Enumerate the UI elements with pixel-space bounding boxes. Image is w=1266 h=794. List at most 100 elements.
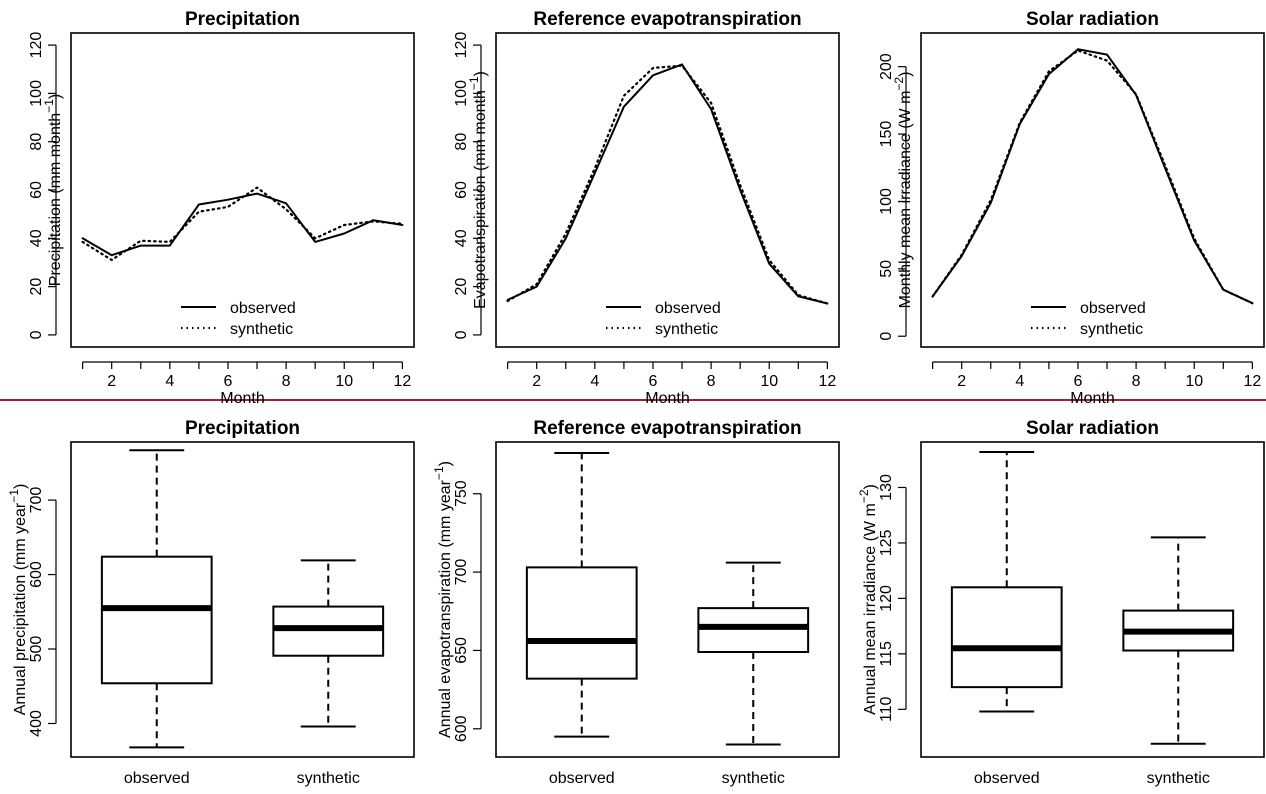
x-tick-label: 4 — [1015, 373, 1024, 390]
x-tick-label: 2 — [107, 373, 116, 390]
y-axis: 0 20 40 60 80 100 120 — [453, 32, 482, 339]
x-tick-label: 2 — [532, 373, 541, 390]
y-axis-label-text: Monthly mean irradiance (W m — [897, 91, 914, 309]
y-tick-label: 40 — [28, 229, 45, 247]
y-axis: 0 50 100 150 200 — [878, 53, 907, 341]
x-tick-label: 6 — [1074, 373, 1083, 390]
x-axis: observed synthetic — [974, 770, 1210, 787]
plot-frame — [920, 32, 1265, 348]
box-synthetic — [697, 561, 810, 746]
chart-title: Reference evapotranspiration — [533, 9, 801, 30]
chart-title: Solar radiation — [1026, 418, 1159, 439]
series-line-observed — [506, 63, 829, 305]
legend-label-observed: observed — [655, 300, 721, 317]
x-tick-label: 8 — [282, 373, 291, 390]
y-tick-label: 200 — [878, 53, 895, 80]
y-axis-label-text: Annual mean irradiance (W m — [862, 503, 879, 715]
series-line-synthetic — [931, 49, 1254, 305]
x-tick-label: 2 — [957, 373, 966, 390]
y-axis-label-text: Annual precipitation (mm year — [12, 502, 29, 715]
series-line-synthetic — [506, 64, 829, 305]
x-tick-label: 12 — [818, 373, 836, 390]
x-tick-label: 12 — [393, 373, 411, 390]
y-axis-label-text: Evapotranspiration (mm month — [472, 90, 489, 309]
x-tick-label: synthetic — [722, 770, 785, 787]
chart-panel-1: Precipitation 0 20 40 60 80 100 120 Precipitatio… — [28, 9, 415, 407]
y-tick-label: 120 — [453, 32, 470, 59]
y-axis: 0 20 40 60 80 100 120 — [28, 32, 57, 339]
chart-title: Solar radiation — [1026, 9, 1159, 30]
y-tick-label: 750 — [453, 480, 470, 507]
x-tick-label: 10 — [760, 373, 778, 390]
box-iqr — [525, 566, 638, 680]
y-tick-label: 150 — [878, 121, 895, 148]
y-tick-label: 400 — [28, 710, 45, 737]
y-axis-label-exponent: −1 — [7, 489, 21, 503]
y-axis-label: Monthly mean irradiance (W m−2) — [892, 72, 914, 309]
y-axis-label-exponent: −1 — [42, 99, 56, 113]
y-axis: 110 115 120 125 130 — [878, 474, 907, 722]
y-axis-label-text: Annual evapotranspiration (mm year — [437, 479, 454, 738]
y-tick-label: 60 — [28, 181, 45, 199]
chart-panel-5: Reference evapotranspiration 600 650 700 750… — [432, 418, 840, 787]
y-axis: 400 500 600 700 — [28, 487, 57, 737]
legend-label-synthetic: synthetic — [1080, 321, 1143, 338]
box-iqr — [950, 586, 1063, 689]
plot-frame — [495, 32, 840, 348]
x-axis: 2 4 6 8 10 12 — [82, 361, 411, 390]
box-observed — [950, 450, 1063, 713]
y-axis: 600 650 700 750 — [453, 480, 482, 742]
plot-frame — [495, 441, 840, 758]
box-synthetic — [272, 559, 385, 728]
x-tick-label: observed — [124, 770, 190, 787]
x-tick-label: synthetic — [1147, 770, 1210, 787]
y-tick-label: 100 — [878, 188, 895, 215]
y-axis-label-unit: ) — [472, 71, 489, 76]
y-tick-label: 0 — [453, 330, 470, 339]
x-tick-label: 8 — [1132, 373, 1141, 390]
x-axis-label: Month — [220, 390, 264, 407]
y-axis-label: Annual precipitation (mm year−1) — [7, 484, 29, 716]
y-axis-label: Annual mean irradiance (W m−2) — [857, 484, 879, 715]
x-axis-label: Month — [1070, 390, 1114, 407]
x-tick-label: 6 — [649, 373, 658, 390]
y-axis-label-exponent: −2 — [892, 77, 906, 91]
chart-title: Precipitation — [185, 9, 300, 30]
x-tick-label: 8 — [707, 373, 716, 390]
y-tick-label: 500 — [28, 636, 45, 663]
y-axis-label-unit: ) — [12, 484, 29, 489]
y-tick-label: 120 — [878, 585, 895, 612]
y-axis-label-exponent: −1 — [467, 76, 481, 90]
y-axis-label-unit: ) — [437, 461, 454, 466]
y-axis-label-unit: ) — [897, 72, 914, 77]
legend-label-observed: observed — [230, 300, 296, 317]
box-observed — [100, 449, 213, 749]
y-axis-label-exponent: −2 — [857, 489, 871, 503]
legend: observed synthetic — [606, 300, 721, 338]
x-axis: observed synthetic — [549, 770, 785, 787]
y-tick-label: 125 — [878, 529, 895, 556]
legend: observed synthetic — [1031, 300, 1146, 338]
y-axis-label-unit: ) — [47, 94, 64, 99]
y-axis-label: Precipitation (mm month−1) — [42, 94, 64, 286]
y-tick-label: 20 — [453, 278, 470, 296]
plot-frame — [920, 441, 1265, 758]
series-line-synthetic — [81, 186, 404, 262]
y-tick-label: 40 — [453, 229, 470, 247]
y-tick-label: 600 — [28, 561, 45, 588]
x-tick-label: 10 — [335, 373, 353, 390]
y-tick-label: 0 — [28, 330, 45, 339]
y-tick-label: 80 — [28, 133, 45, 151]
chart-title: Reference evapotranspiration — [533, 418, 801, 439]
box-synthetic — [1122, 536, 1235, 745]
y-tick-label: 60 — [453, 181, 470, 199]
y-tick-label: 80 — [453, 133, 470, 151]
y-tick-label: 20 — [28, 278, 45, 296]
x-tick-label: 10 — [1185, 373, 1203, 390]
box-observed — [525, 451, 638, 738]
y-axis-label: Evapotranspiration (mm month−1) — [467, 71, 489, 309]
series-line-observed — [931, 48, 1254, 305]
